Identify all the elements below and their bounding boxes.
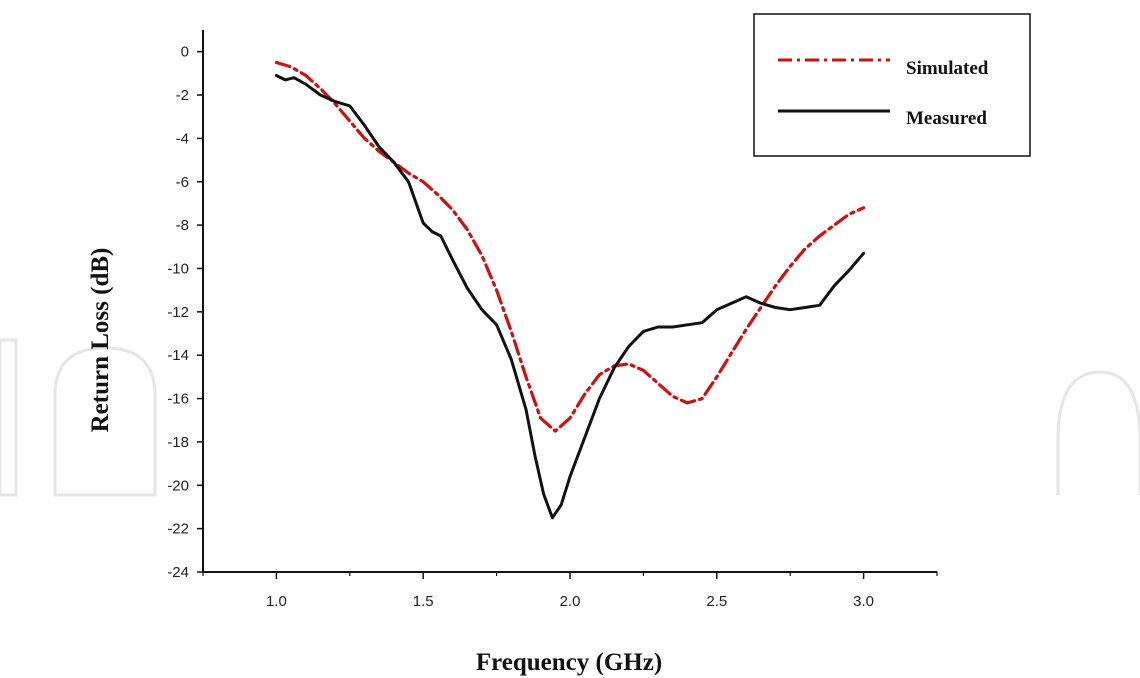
legend-label-measured: Measured — [906, 108, 987, 129]
watermark-logo — [0, 338, 1140, 497]
x-axis-title: Frequency (GHz) — [476, 649, 662, 676]
x-tick-label: 1.5 — [413, 593, 434, 610]
y-axis-title: Return Loss (dB) — [87, 248, 114, 433]
y-tick-label: -6 — [176, 174, 189, 191]
x-tick-label: 3.0 — [853, 593, 874, 610]
y-tick-label: -18 — [167, 434, 189, 451]
y-axis-ticks: 0 -2 -4 -6 -8 -10 -12 -14 -16 -18 -20 -22 -24 — [167, 44, 203, 581]
y-tick-label: -24 — [167, 564, 189, 581]
y-tick-label: -16 — [167, 391, 189, 408]
legend: Simulated Measured — [753, 13, 1031, 157]
legend-frame — [753, 13, 1031, 157]
y-tick-label: -10 — [167, 260, 189, 277]
x-tick-label: 1.0 — [266, 593, 287, 610]
x-tick-label: 2.0 — [560, 593, 581, 610]
series-line-measured — [274, 74, 866, 520]
y-tick-label: -20 — [167, 477, 189, 494]
x-axis-ticks: 1.0 1.5 2.0 2.5 3.0 — [202, 572, 938, 610]
y-tick-label: -12 — [167, 304, 189, 321]
series-line-simulated — [274, 60, 866, 433]
y-tick-label: 0 — [181, 44, 189, 61]
y-tick-label: -4 — [176, 130, 189, 147]
y-tick-label: -2 — [176, 87, 189, 104]
y-tick-label: -14 — [167, 347, 189, 364]
y-tick-label: -22 — [167, 521, 189, 538]
x-tick-label: 2.5 — [706, 593, 727, 610]
y-tick-label: -8 — [176, 217, 189, 234]
legend-label-simulated: Simulated — [906, 58, 989, 79]
series-layer — [274, 60, 866, 520]
